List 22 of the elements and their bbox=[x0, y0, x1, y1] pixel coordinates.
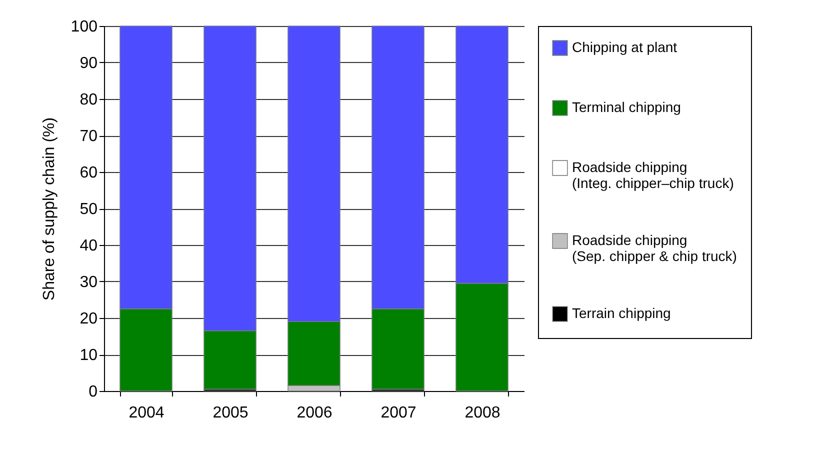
y-tick-label: 0 bbox=[88, 384, 98, 400]
legend-label: Terminal chipping bbox=[572, 99, 681, 115]
legend-label: Terrain chipping bbox=[572, 305, 671, 321]
y-tick-label: 70 bbox=[80, 128, 98, 145]
y-tick-label: 90 bbox=[80, 55, 98, 72]
y-tick-label: 80 bbox=[80, 92, 98, 108]
y-axis-title: Share of supply chain (%) bbox=[40, 117, 58, 301]
legend-label: Roadside chipping (Sep. chipper & chip truck) bbox=[572, 232, 737, 264]
legend-label: Chipping at plant bbox=[572, 39, 678, 55]
y-tick-label: 50 bbox=[80, 201, 98, 218]
y-tick-label: 10 bbox=[80, 347, 98, 364]
x-tick-label: 2008 bbox=[464, 404, 500, 422]
y-tick-label: 100 bbox=[70, 18, 98, 36]
y-tick-label: 30 bbox=[80, 274, 98, 291]
x-tick-label: 2005 bbox=[212, 404, 248, 422]
legend-label: Roadside chipping (Integ. chipper–chip truck) bbox=[572, 159, 734, 191]
y-tick-label: 20 bbox=[80, 310, 98, 328]
y-tick-label: 40 bbox=[80, 238, 98, 254]
y-tick-label: 60 bbox=[80, 164, 98, 182]
x-tick-label: 2007 bbox=[380, 404, 416, 422]
x-tick-label: 2004 bbox=[128, 404, 164, 422]
x-tick-label: 2006 bbox=[296, 404, 332, 422]
